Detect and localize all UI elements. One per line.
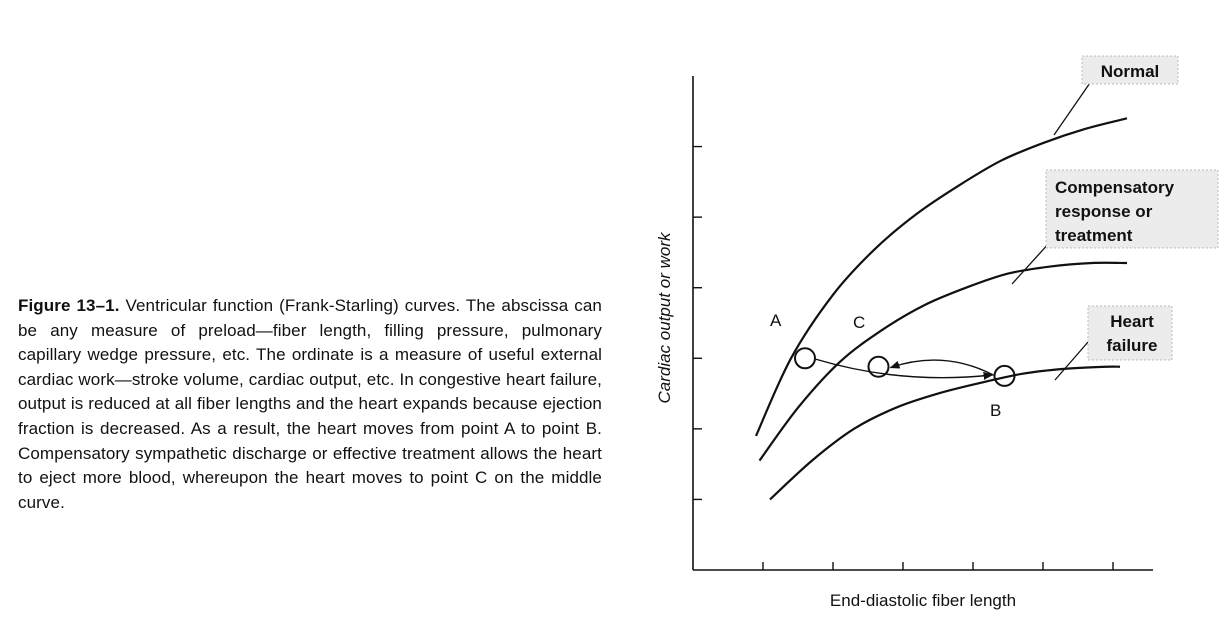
chart-labels: End-diastolic fiber length Cardiac outpu… <box>655 55 1219 610</box>
normal-label-box <box>1081 55 1179 85</box>
point-b-marker <box>993 364 1016 387</box>
compensatory-curve <box>758 261 1128 462</box>
point-c-label: C <box>853 313 865 332</box>
arrow-b-to-c <box>889 359 994 376</box>
figure-caption-text: Ventricular function (Frank-Starling) cu… <box>18 296 602 512</box>
arrow-a-to-b <box>815 358 994 380</box>
y-axis-title: Cardiac output or work <box>655 231 674 404</box>
heart-failure-curve <box>769 365 1121 501</box>
state-point-markers <box>794 347 1016 387</box>
chart-curves <box>754 117 1128 501</box>
transition-arrows <box>815 358 994 380</box>
figure-caption: Figure 13–1. Ventricular function (Frank… <box>18 294 602 515</box>
heart-failure-label-box <box>1087 305 1173 361</box>
point-a-marker <box>794 347 816 370</box>
chart-axes <box>692 76 1153 571</box>
normal-curve <box>754 117 1128 437</box>
point-a-label: A <box>770 311 782 330</box>
compensatory-label-line-1: Compensatory <box>1055 178 1175 197</box>
heart-failure-label-line-2: failure <box>1106 336 1157 355</box>
x-axis-title: End-diastolic fiber length <box>830 591 1016 610</box>
figure-label: Figure 13–1. <box>18 296 120 315</box>
point-b-label: B <box>990 401 1001 420</box>
compensatory-label-line-3: treatment <box>1055 226 1133 245</box>
heart-failure-label-line-1: Heart <box>1110 312 1154 331</box>
point-c-marker <box>867 355 890 378</box>
normal-leader-line <box>1053 79 1093 136</box>
compensatory-leader-line <box>1011 241 1051 285</box>
compensatory-label-line-2: response or <box>1055 202 1153 221</box>
normal-series-label: Normal <box>1101 62 1160 81</box>
compensatory-label-box <box>1045 169 1219 249</box>
